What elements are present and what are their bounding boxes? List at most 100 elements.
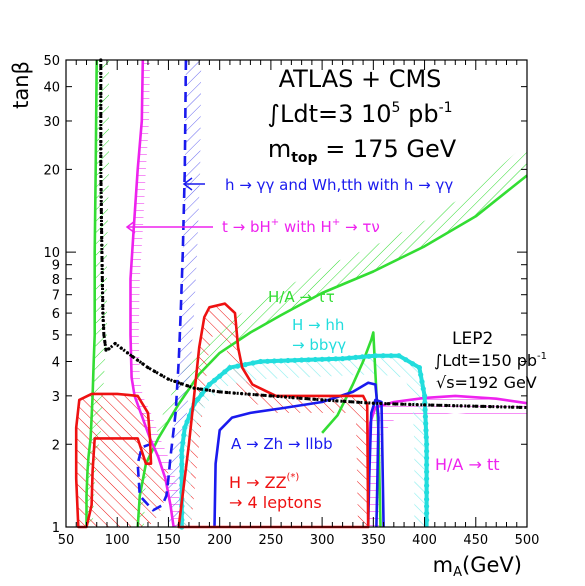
series-marker <box>305 397 310 401</box>
y-tick-label: 20 <box>43 163 60 178</box>
series-marker <box>192 386 196 390</box>
series-marker <box>184 419 190 425</box>
series-marker <box>269 394 273 398</box>
series-marker <box>283 395 288 399</box>
series-marker <box>262 393 266 397</box>
series-marker <box>319 356 325 362</box>
y-tick-label: 3 <box>52 390 60 405</box>
series-marker <box>99 72 103 76</box>
series-marker <box>430 403 434 407</box>
x-tick-label: 200 <box>207 533 232 548</box>
annotation-HA-tt: H/A → tt <box>435 455 500 474</box>
x-axis-label: mA(GeV) <box>433 553 522 580</box>
annotation-t-bH: t → bH+ with H+ → τν <box>222 217 380 236</box>
series-marker <box>424 503 430 509</box>
series-marker <box>424 496 430 502</box>
series-marker <box>101 311 105 315</box>
series-marker <box>326 356 332 362</box>
annotation-HA-tautau: H/A → ττ <box>268 288 335 306</box>
y-tick-label: 6 <box>52 307 60 322</box>
series-marker <box>423 427 429 433</box>
series-marker <box>418 372 424 378</box>
series-marker <box>424 510 430 516</box>
series-marker <box>125 351 130 355</box>
series-marker <box>101 318 105 322</box>
annotation-H-hh: H → hh <box>292 316 344 334</box>
x-tick-label: 150 <box>156 533 181 548</box>
series-marker <box>422 407 428 413</box>
series-marker <box>99 202 103 206</box>
series-marker <box>437 403 441 407</box>
hatch-green-tautau <box>137 142 527 527</box>
series-marker <box>291 396 295 400</box>
series-marker <box>100 243 104 247</box>
series-marker <box>218 390 222 394</box>
y-tick-label: 10 <box>43 246 60 261</box>
series-marker <box>496 405 500 409</box>
x-tick-label: 300 <box>310 533 335 548</box>
x-tick-label: 400 <box>412 533 437 548</box>
series-marker <box>99 85 103 89</box>
series-marker <box>415 403 419 407</box>
series-marker <box>99 181 103 185</box>
series-marker <box>357 400 361 404</box>
series-marker <box>299 357 305 363</box>
series-marker <box>179 475 185 481</box>
series-marker <box>420 386 426 392</box>
annotation-4-leptons: → 4 leptons <box>229 493 322 512</box>
series-a-zh-llbb <box>213 381 380 528</box>
x-axis-label-unit: (GeV) <box>462 553 522 577</box>
series-marker <box>240 392 244 396</box>
series-marker <box>179 382 183 386</box>
series-marker <box>100 291 105 295</box>
series-marker <box>235 363 241 369</box>
x-tick-label: 450 <box>463 533 488 548</box>
series-marker <box>99 140 103 144</box>
header-title: ATLAS + CMS <box>279 65 442 93</box>
series-marker <box>327 398 331 402</box>
series-marker <box>113 341 117 346</box>
series-marker <box>305 357 312 363</box>
series-marker <box>408 402 412 407</box>
series-marker <box>388 353 394 359</box>
series-marker <box>217 373 223 379</box>
series-h-a-left <box>85 59 98 527</box>
x-axis-label-main: m <box>433 553 453 577</box>
y-axis-label: tanβ <box>9 61 33 109</box>
series-marker <box>100 257 104 261</box>
series-marker <box>99 92 103 96</box>
series-marker <box>99 113 103 117</box>
series-marker <box>242 362 248 368</box>
series-marker <box>333 356 339 362</box>
series-marker <box>424 517 430 523</box>
series-marker <box>136 358 140 362</box>
series-marker <box>359 354 365 360</box>
header-lumi: ∫Ldt=3 105 pb-1 <box>267 100 452 128</box>
series-marker <box>227 365 233 371</box>
series-marker <box>320 398 324 402</box>
series-marker <box>371 401 375 405</box>
series-marker <box>99 126 103 130</box>
series-marker <box>401 402 405 406</box>
series-marker <box>99 188 103 192</box>
series-marker <box>99 147 103 151</box>
series-marker <box>424 483 430 489</box>
series-marker <box>100 250 104 254</box>
series-marker <box>452 404 456 408</box>
series-marker <box>99 209 103 213</box>
y-tick-label: 1 <box>52 521 60 536</box>
series-marker <box>264 358 271 364</box>
series-marker <box>285 357 291 364</box>
annotation-A-Zh: A → Zh → llbb <box>231 435 333 453</box>
y-tick-label: 7 <box>52 289 60 304</box>
series-marker <box>312 356 318 363</box>
series-marker <box>181 432 187 438</box>
series-marker <box>424 448 430 454</box>
series-marker <box>379 401 383 406</box>
series-marker <box>424 489 430 496</box>
series-marker <box>403 357 409 363</box>
series-marker <box>179 454 185 460</box>
arrow-t-bH <box>125 220 213 234</box>
series-marker <box>179 447 185 453</box>
series-h-a <box>136 174 528 528</box>
